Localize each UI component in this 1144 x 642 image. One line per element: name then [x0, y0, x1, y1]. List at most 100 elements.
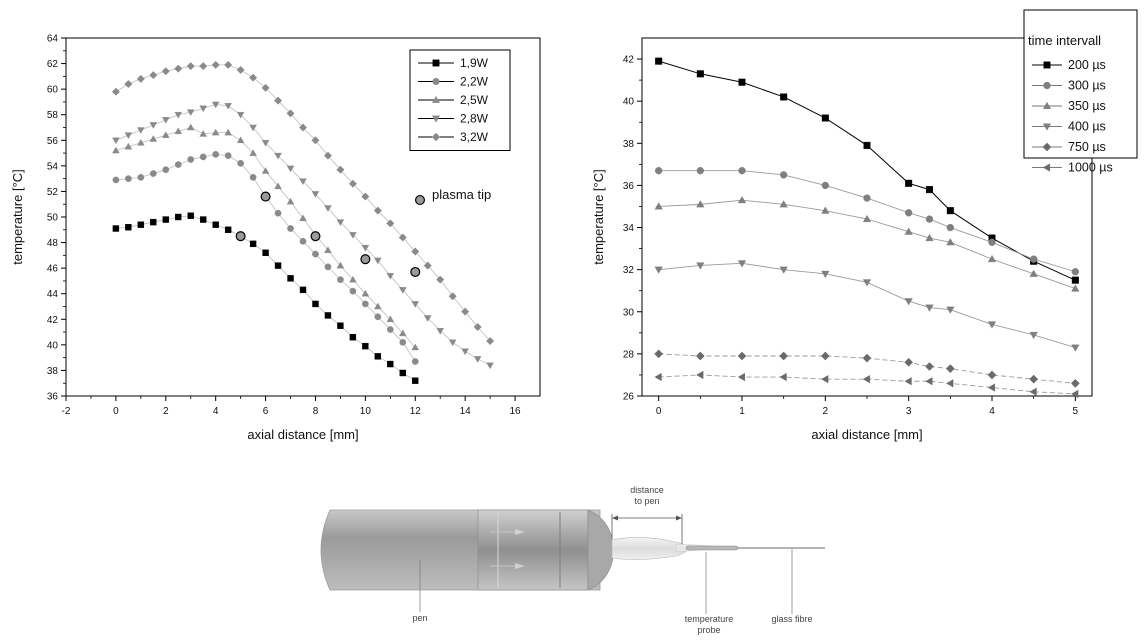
left-temperature-chart: -2 0 2 4 6 8 10 12 14 163638404244464850525456586… — [10, 34, 541, 442]
left-data-point — [211, 60, 220, 69]
right-data-point — [1071, 284, 1080, 292]
right-y-tick-label: 32 — [623, 265, 635, 276]
left-data-point — [249, 73, 258, 82]
left-data-point — [411, 358, 419, 365]
left-data-point — [111, 87, 120, 96]
right-data-point — [1029, 374, 1039, 384]
right-data-point — [737, 372, 746, 382]
right-data-point — [946, 238, 955, 246]
right-data-point — [654, 349, 664, 359]
left-data-point — [298, 123, 308, 132]
left-data-point — [211, 101, 220, 109]
right-legend-marker — [1042, 101, 1052, 110]
right-data-point — [1071, 389, 1079, 399]
left-data-point — [448, 292, 457, 301]
right-data-point — [925, 233, 934, 242]
left-data-point — [286, 197, 295, 205]
right-data-point — [695, 351, 705, 361]
right-data-point — [987, 321, 997, 329]
right-data-point — [1071, 276, 1079, 284]
left-data-point — [186, 123, 195, 131]
left-data-point — [161, 67, 170, 76]
left-data-point — [150, 218, 157, 226]
right-legend-marker — [1042, 163, 1051, 172]
right-data-point — [988, 238, 996, 246]
left-x-tick-label: 2 — [163, 406, 169, 417]
right-data-point — [1029, 387, 1037, 396]
left-data-point — [411, 247, 420, 256]
left-data-point — [461, 348, 469, 356]
left-data-point — [112, 137, 120, 145]
left-data-point — [274, 96, 283, 105]
left-data-point — [337, 322, 344, 329]
right-series-line — [658, 353, 1076, 384]
right-data-point — [904, 357, 914, 367]
left-data-point — [149, 170, 157, 177]
left-data-point — [299, 237, 307, 245]
right-chart-legend: time intervall 200 µs 300 µs 350 µs 400 µs 75… — [1023, 9, 1138, 175]
left-chart-legend: 1,9W 2,2W 2,5W 2,8W 3,2W plasma tip — [409, 49, 511, 206]
left-legend-label: 2,2W — [460, 75, 489, 89]
right-series-5 — [654, 370, 1079, 399]
left-data-point — [336, 165, 345, 174]
left-data-point — [349, 232, 357, 239]
left-data-point — [137, 174, 145, 181]
left-data-point — [286, 165, 295, 173]
right-data-point — [925, 377, 933, 386]
left-legend-label: 1,9W — [460, 56, 489, 70]
right-data-point — [654, 372, 662, 382]
right-data-point — [821, 181, 829, 190]
left-data-point — [137, 221, 145, 228]
left-x-tick-label: 8 — [313, 406, 319, 417]
left-data-point — [374, 257, 382, 265]
right-legend-marker — [1042, 123, 1052, 131]
right-data-point — [862, 279, 872, 287]
right-y-tick-label: 34 — [623, 223, 635, 234]
left-y-tick-label: 48 — [47, 238, 59, 249]
left-data-point — [362, 300, 369, 308]
left-data-point — [274, 182, 282, 190]
left-legend-marker — [432, 77, 440, 86]
left-data-point — [224, 152, 232, 159]
plasma-tip-point — [235, 231, 246, 242]
left-data-point — [211, 128, 220, 136]
right-data-point — [987, 383, 996, 392]
left-y-tick-label: 44 — [47, 289, 59, 300]
right-data-point — [779, 200, 788, 208]
right-legend-label: 750 µs — [1068, 140, 1106, 154]
left-data-point — [224, 128, 232, 136]
left-data-point — [286, 109, 295, 118]
left-data-point — [287, 225, 294, 232]
left-data-point — [162, 166, 170, 174]
left-data-point — [262, 249, 269, 257]
left-y-tick-label: 50 — [47, 213, 59, 224]
right-data-point — [863, 194, 871, 202]
right-chart-marks — [654, 57, 1080, 399]
left-data-point — [175, 213, 182, 221]
left-data-point — [124, 132, 133, 140]
right-data-point — [925, 304, 934, 312]
left-data-point — [174, 127, 183, 135]
right-data-point — [737, 195, 747, 204]
left-data-point — [386, 219, 395, 228]
left-data-point — [312, 300, 319, 308]
left-data-point — [186, 62, 195, 71]
left-data-point — [200, 216, 207, 223]
left-data-point — [186, 109, 195, 117]
left-data-point — [473, 356, 482, 363]
left-data-point — [236, 111, 245, 119]
right-data-point — [862, 214, 872, 223]
left-x-axis-label: axial distance [mm] — [247, 427, 358, 442]
right-data-point — [780, 171, 788, 179]
left-legend-label: 3,2W — [460, 130, 489, 144]
right-y-tick-label: 30 — [623, 307, 635, 318]
plasma-tip-points — [235, 191, 421, 277]
right-data-point — [737, 351, 747, 361]
left-data-point — [324, 263, 332, 271]
left-data-point — [125, 224, 132, 231]
left-x-tick-label: 4 — [213, 406, 219, 417]
left-data-point — [361, 289, 370, 297]
right-data-point — [696, 70, 704, 78]
left-data-point — [336, 261, 345, 269]
